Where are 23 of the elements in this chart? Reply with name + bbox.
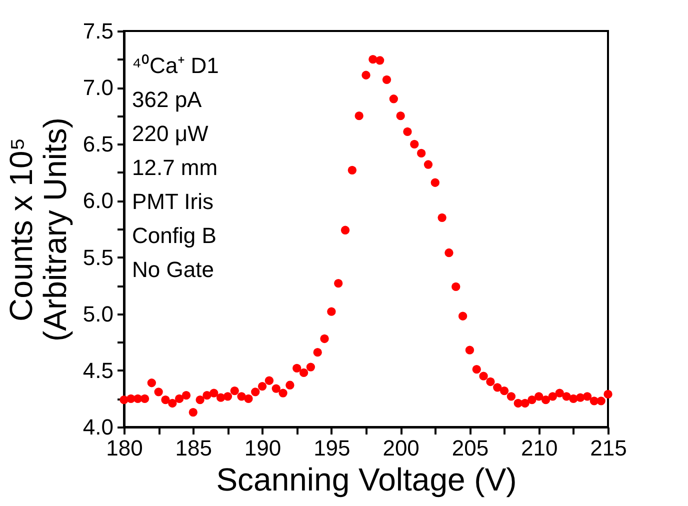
x-tick-label: 190 — [244, 436, 282, 460]
y-tick-label: 6.5 — [82, 132, 114, 157]
annotation: ⁴⁰Ca⁺ D1 — [132, 53, 219, 78]
y-tick-label: 4.5 — [82, 358, 114, 383]
x-tick-label: 205 — [452, 436, 489, 460]
annotation: 12.7 mm — [132, 155, 218, 180]
y-tick-label: 5.0 — [82, 301, 114, 326]
x-tick-label: 185 — [175, 436, 212, 460]
y-tick-label: 5.5 — [82, 244, 114, 270]
annotation: PMT Iris — [132, 189, 214, 214]
x-axis-title: Scanning Voltage (V) — [216, 462, 517, 498]
y-tick-label: 7.0 — [82, 75, 114, 100]
x-tick-label: 210 — [521, 436, 558, 460]
x-tick-label: 200 — [382, 436, 420, 460]
x-tick-label: 215 — [590, 436, 627, 460]
y-tick-label: 6.0 — [82, 188, 114, 214]
y-axis-title: Counts x 10⁵ (Arbitrary Units) — [2, 117, 73, 342]
annotation: 220 μW — [132, 121, 208, 146]
annotation: No Gate — [132, 257, 214, 282]
annotation: Config B — [132, 223, 216, 248]
x-tick-label: 195 — [314, 436, 350, 460]
annotation: 362 pA — [132, 87, 202, 112]
y-tick-label: 7.5 — [82, 18, 114, 44]
